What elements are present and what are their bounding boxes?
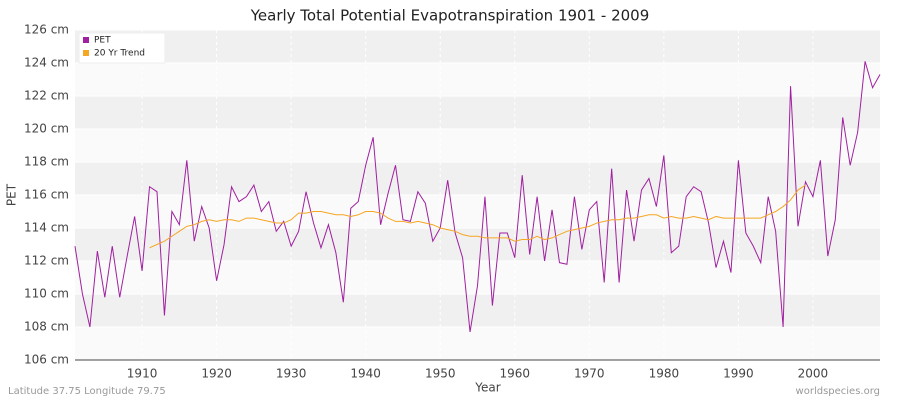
y-axis-label: PET — [5, 183, 19, 206]
y-tick-label: 122 cm — [24, 89, 69, 103]
band — [75, 30, 880, 63]
x-tick-label: 1910 — [127, 367, 158, 381]
x-tick-label: 1970 — [574, 367, 605, 381]
chart-title: Yearly Total Potential Evapotranspiratio… — [250, 7, 650, 25]
x-tick-label: 1930 — [276, 367, 307, 381]
y-tick-label: 110 cm — [24, 287, 69, 301]
y-tick-label: 116 cm — [24, 188, 69, 202]
band — [75, 294, 880, 327]
x-tick-label: 1920 — [201, 367, 232, 381]
x-tick-label: 1980 — [649, 367, 680, 381]
y-tick-label: 114 cm — [24, 221, 69, 235]
y-tick-label: 112 cm — [24, 254, 69, 268]
y-tick-label: 118 cm — [24, 155, 69, 169]
x-tick-label: 1940 — [350, 367, 381, 381]
series-line — [74, 61, 881, 333]
legend-label: PET — [94, 36, 111, 46]
x-tick-label: 2000 — [798, 367, 829, 381]
y-tick-label: 126 cm — [24, 23, 69, 37]
band — [75, 162, 880, 195]
legend-label: 20 Yr Trend — [94, 49, 145, 59]
y-tick-label: 124 cm — [24, 56, 69, 70]
x-axis-label: Year — [474, 381, 500, 395]
legend-box — [78, 32, 166, 64]
series-line — [149, 184, 806, 249]
x-tick-label: 1950 — [425, 367, 456, 381]
footer-right: worldspecies.org — [796, 386, 880, 397]
footer-left: Latitude 37.75 Longitude 79.75 — [8, 386, 166, 397]
x-tick-label: 1990 — [723, 367, 754, 381]
x-tick-label: 1960 — [499, 367, 530, 381]
y-tick-label: 106 cm — [24, 353, 69, 367]
band — [75, 96, 880, 129]
legend-swatch — [83, 50, 89, 56]
y-tick-label: 120 cm — [24, 122, 69, 136]
legend-swatch — [83, 37, 89, 43]
y-tick-label: 108 cm — [24, 320, 69, 334]
